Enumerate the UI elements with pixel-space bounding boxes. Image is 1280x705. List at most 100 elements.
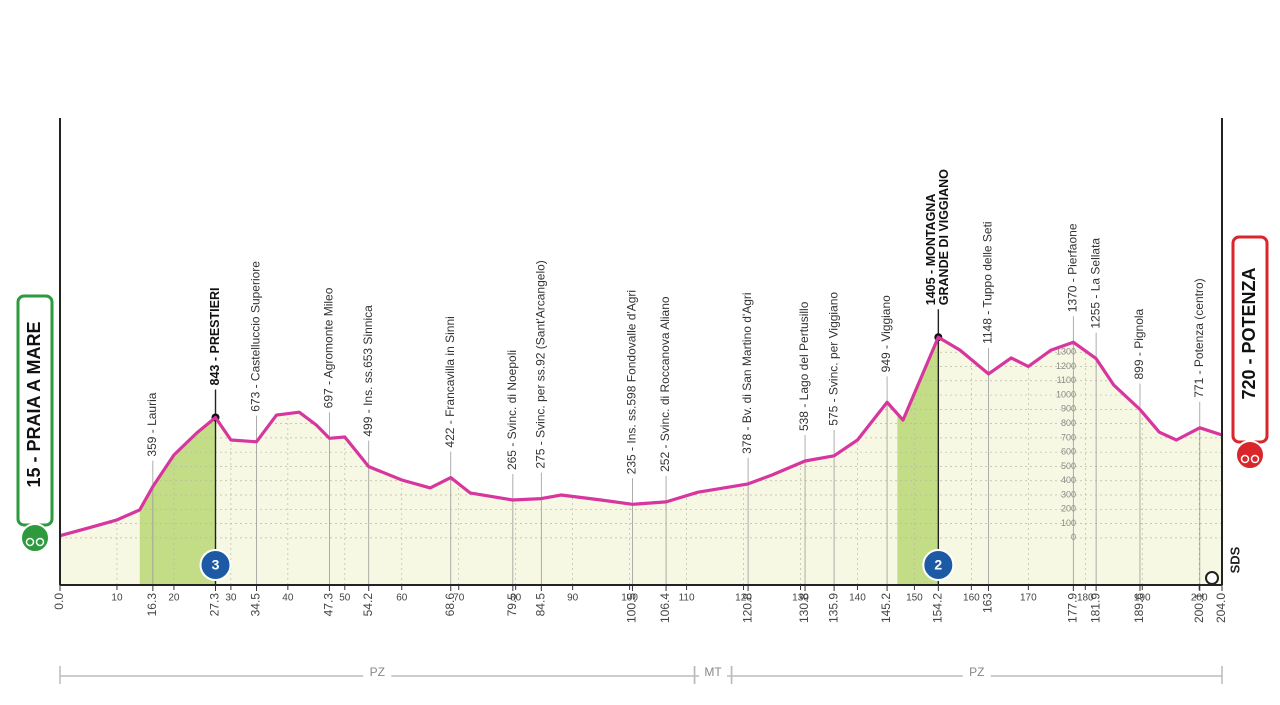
profile-line [59, 335, 1223, 538]
x-tick-label: 170 [1020, 593, 1037, 604]
start-icon [20, 523, 50, 553]
km-label: 181.9 [1088, 593, 1102, 623]
waypoint-label: 422 - Francavilla in Sinni [443, 316, 457, 447]
x-tick-label: 10 [111, 593, 123, 604]
km-label: 54.2 [361, 593, 375, 617]
profile-area [60, 337, 1222, 585]
waypoint-label: 538 - Lago del Pertusillo [797, 301, 811, 431]
waypoint-label: 252 - Svinc. di Roccanova Aliano [658, 296, 672, 472]
climb-shading [139, 337, 216, 585]
x-tick-label: 20 [168, 593, 180, 604]
km-label: 163 [981, 593, 995, 613]
waypoint-label: GRANDE DI VIGGIANO [937, 169, 951, 305]
waypoint-label: 771 - Potenza (centro) [1192, 278, 1206, 397]
km-label: 16.3 [145, 593, 159, 617]
climb-badge [922, 549, 955, 581]
km-label: 100.5 [625, 593, 639, 623]
region-label: PZ [370, 665, 385, 679]
waypoint-label: 1255 - La Sellata [1088, 238, 1102, 329]
waypoint-label: 949 - Viggiano [879, 295, 893, 373]
x-tick-label: 80 [510, 593, 522, 604]
x-tick-label: 120 [735, 593, 752, 604]
x-tick-label: 160 [963, 593, 980, 604]
x-tick-label: 40 [282, 593, 294, 604]
region-label-bg [962, 667, 991, 681]
km-label: 200.1 [1192, 593, 1206, 623]
finish-marker [1205, 571, 1219, 585]
x-tick-label: 70 [453, 593, 465, 604]
climb-category: 3 [212, 557, 220, 573]
x-tick-label: 110 [679, 593, 695, 604]
y-tick-label: 400 [1061, 475, 1076, 485]
finish-icon [1235, 440, 1265, 470]
region-label-bg [699, 667, 728, 681]
km-label: 189.6 [1132, 593, 1146, 623]
region-label: MT [704, 665, 722, 679]
km-label: 84.5 [533, 593, 547, 617]
waypoint-label: 1370 - Pierfaone [1066, 223, 1080, 312]
icon-wheel [1240, 454, 1250, 464]
km-label: 130.8 [797, 593, 811, 623]
waypoint-label: 673 - Castelluccio Superiore [249, 261, 263, 412]
x-tick-label: 180 [1077, 593, 1094, 604]
y-tick-label: 900 [1061, 404, 1076, 414]
waypoint-label: 575 - Svinc. per Viggiano [826, 292, 840, 426]
waypoint-label: 1405 - MONTAGNA [924, 194, 938, 306]
y-tick-label: 600 [1061, 447, 1076, 457]
start-label: 15 - PRAIA A MARE [24, 321, 44, 487]
y-tick-label: 1300 [1056, 347, 1076, 357]
km-label: 34.5 [249, 593, 263, 617]
km-label: 120.8 [740, 593, 754, 623]
waypoint-label: 697 - Agromonte Mileo [322, 287, 336, 408]
logo: SDS [1227, 546, 1242, 573]
km-label: 154.2 [931, 593, 945, 623]
km-label: 106.4 [658, 593, 672, 623]
icon-wheel [1250, 454, 1260, 464]
km-label: 135.9 [826, 593, 840, 623]
km-label: 27.3 [208, 593, 222, 617]
y-tick-label: 300 [1061, 489, 1076, 499]
km-label: 204.0 [1214, 593, 1228, 623]
waypoint-label: 359 - Lauria [145, 392, 159, 456]
x-tick-label: 50 [339, 593, 351, 604]
y-tick-label: 1200 [1056, 361, 1076, 371]
y-tick-label: 700 [1061, 432, 1076, 442]
x-tick-label: 190 [1134, 593, 1151, 604]
y-tick-label: 200 [1061, 504, 1076, 514]
x-tick-label: 140 [849, 593, 866, 604]
waypoint-label: 1148 - Tuppo delle Seti [981, 221, 995, 344]
y-tick-label: 1000 [1056, 389, 1076, 399]
waypoint-label: 275 - Svinc. per ss.92 (Sant'Arcangelo) [533, 260, 547, 468]
waypoint-label: 499 - Ins. ss.653 Sinnica [361, 305, 375, 437]
x-tick-label: 130 [792, 593, 809, 604]
km-label: 68.6 [443, 593, 457, 617]
x-tick-label: 60 [396, 593, 408, 604]
y-tick-label: 500 [1061, 461, 1076, 471]
climb-category: 2 [934, 557, 942, 573]
waypoint-label: 265 - Svinc. di Noepoli [505, 350, 519, 470]
y-tick-label: 1100 [1057, 375, 1076, 385]
x-tick-label: 90 [567, 593, 579, 604]
km-label: 0.0 [52, 593, 66, 610]
x-tick-label: 30 [225, 593, 237, 604]
region-label-bg [363, 667, 392, 681]
km-label: 79.5 [505, 593, 519, 617]
y-tick-label: 800 [1061, 418, 1076, 428]
waypoint-label: 235 - Ins. ss.598 Fondovalle d'Agri [625, 290, 639, 474]
km-label: 177.9 [1066, 593, 1080, 623]
waypoint-label: 378 - Bv. di San Martino d'Agri [740, 292, 754, 453]
x-tick-label: 200 [1191, 593, 1208, 604]
climb-badge [199, 549, 232, 581]
icon-wheel [35, 537, 45, 547]
icon-wheel [25, 537, 35, 547]
km-label: 47.3 [322, 593, 336, 617]
y-tick-label: 100 [1061, 518, 1076, 528]
waypoint-label: 899 - Pignola [1132, 308, 1146, 379]
km-label: 145.2 [879, 593, 893, 623]
finish-label: 720 - POTENZA [1239, 267, 1259, 399]
x-tick-label: 100 [621, 593, 638, 604]
waypoint-label: 843 - PRESTIERI [208, 288, 222, 386]
region-label: PZ [969, 665, 984, 679]
